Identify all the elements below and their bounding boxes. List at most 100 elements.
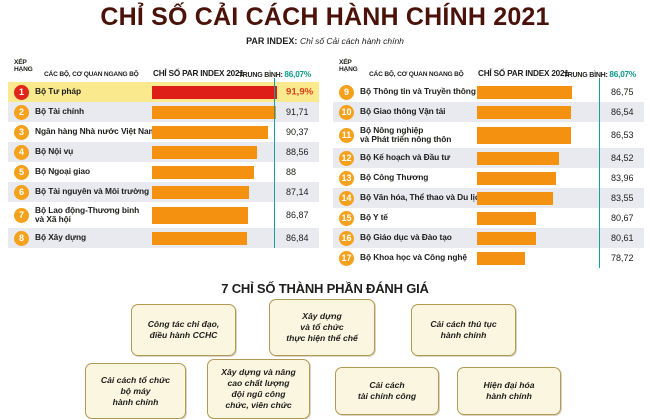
ranking-rows-right: 9 Bộ Thông tin và Truyền thông 86,75 10 Bộ G… xyxy=(333,82,644,268)
column-header-org: CÁC BỘ, CƠ QUAN NGANG BỘ xyxy=(44,71,139,78)
organization-name: Bộ Giáo dục và Đào tạo xyxy=(360,232,452,243)
value-bar xyxy=(152,185,250,199)
value-label: 88 xyxy=(286,167,297,177)
rank-badge: 2 xyxy=(14,104,29,120)
table-row[interactable]: 16 Bộ Giáo dục và Đào tạo 80,61 xyxy=(333,228,644,248)
organization-name: Bộ Nội vụ xyxy=(35,146,74,157)
table-row[interactable]: 1 Bộ Tư pháp 91,9% xyxy=(8,82,319,102)
ranking-panel-right: XẾP HẠNG CÁC BỘ, CƠ QUAN NGANG BỘ CHỈ SỐ… xyxy=(325,59,650,268)
bar-cell xyxy=(152,162,255,182)
column-header-index: CHỈ SỐ PAR INDEX 2021 xyxy=(153,69,244,78)
rank-badge: 10 xyxy=(339,104,354,120)
component-label: Cải cách tài chính công xyxy=(357,380,417,401)
value-bar xyxy=(152,206,248,224)
bar-cell xyxy=(477,188,554,208)
rank-badge: 1 xyxy=(14,84,29,100)
value-label: 88,56 xyxy=(286,147,309,157)
rank-badge: 9 xyxy=(339,84,354,100)
value-label: 83,55 xyxy=(611,193,634,203)
bar-cell xyxy=(477,82,572,102)
ranking-rows-left: 1 Bộ Tư pháp 91,9% 2 Bộ Tài chính 91,71 3 Ngân … xyxy=(8,82,319,248)
organization-name: Bộ Kế hoạch và Đầu tư xyxy=(360,152,451,163)
rank-line-1: XẾP xyxy=(14,59,27,66)
average-value: 86,07% xyxy=(609,70,636,79)
bar-cell xyxy=(152,228,248,248)
organization-name: Bộ Tài chính xyxy=(35,106,85,117)
component-label: Hiện đại hóa hành chính xyxy=(483,380,535,401)
rank-badge: 3 xyxy=(14,124,29,140)
component-box[interactable]: Cải cách tổ chức bộ máy hành chính xyxy=(85,363,186,419)
average-value: 86,07% xyxy=(284,70,311,79)
value-label: 86,87 xyxy=(286,210,309,220)
component-box[interactable]: Cải cách tài chính công xyxy=(335,367,439,415)
table-row[interactable]: 4 Bộ Nội vụ 88,56 xyxy=(8,142,319,162)
rank-badge: 16 xyxy=(339,230,354,246)
table-row[interactable]: 6 Bộ Tài nguyên và Môi trường 87,14 xyxy=(8,182,319,202)
bar-cell xyxy=(152,182,250,202)
component-label: Công tác chỉ đạo, điều hành CCHC xyxy=(147,319,220,340)
value-label: 80,67 xyxy=(611,213,634,223)
table-row[interactable]: 5 Bộ Ngoại giao 88 xyxy=(8,162,319,182)
page-subtitle: PAR INDEX: Chỉ số Cải cách hành chính xyxy=(0,36,650,46)
rank-badge: 13 xyxy=(339,170,354,186)
organization-name: Bộ Lao động-Thương binh và Xã hội xyxy=(35,204,140,224)
table-row[interactable]: 3 Ngân hàng Nhà nước Việt Nam 90,37 xyxy=(8,122,319,142)
subtitle-italic: Chỉ số Cải cách hành chính xyxy=(299,36,404,46)
value-label: 80,61 xyxy=(611,233,634,243)
value-bar xyxy=(152,231,248,245)
component-box[interactable]: Công tác chỉ đạo, điều hành CCHC xyxy=(131,304,236,356)
organization-name: Bộ Xây dựng xyxy=(35,232,87,243)
table-row[interactable]: 8 Bộ Xây dựng 86,84 xyxy=(8,228,319,248)
column-header-rank: XẾP HẠNG xyxy=(14,59,44,74)
organization-name: Bộ Tư pháp xyxy=(35,86,82,97)
component-label: Cải cách tổ chức bộ máy hành chính xyxy=(100,374,171,407)
rank-badge: 7 xyxy=(14,207,29,223)
rank-badge: 6 xyxy=(14,184,29,200)
table-row[interactable]: 17 Bộ Khoa học và Công nghệ 78,72 xyxy=(333,248,644,268)
table-row[interactable]: 9 Bộ Thông tin và Truyền thông 86,75 xyxy=(333,82,644,102)
value-bar xyxy=(477,171,556,185)
bar-cell xyxy=(477,102,571,122)
component-box[interactable]: Xây dựng và tổ chức thực hiện thể chế xyxy=(269,299,375,356)
table-row[interactable]: 10 Bộ Giao thông Vận tải 86,54 xyxy=(333,102,644,122)
table-row[interactable]: 15 Bộ Y tế 80,67 xyxy=(333,208,644,228)
table-row[interactable]: 14 Bộ Văn hóa, Thể thao và Du lịch 83,55 xyxy=(333,188,644,208)
organization-name: Bộ Công Thương xyxy=(360,172,429,183)
table-row[interactable]: 12 Bộ Kế hoạch và Đầu tư 84,52 xyxy=(333,148,644,168)
column-header-right: XẾP HẠNG CÁC BỘ, CƠ QUAN NGANG BỘ CHỈ SỐ… xyxy=(333,59,644,82)
organization-name: Bộ Văn hóa, Thể thao và Du lịch xyxy=(360,192,485,203)
value-bar xyxy=(477,191,554,205)
bar-cell xyxy=(477,122,571,148)
table-row[interactable]: 13 Bộ Công Thương 83,96 xyxy=(333,168,644,188)
bar-cell xyxy=(477,168,556,188)
table-row[interactable]: 11 Bộ Nông nghiệp và Phát triển nông thôn 8… xyxy=(333,122,644,148)
average-line-left xyxy=(274,78,276,248)
page-title: CHỈ SỐ CẢI CÁCH HÀNH CHÍNH 2021 xyxy=(100,3,550,31)
table-row[interactable]: 2 Bộ Tài chính 91,71 xyxy=(8,102,319,122)
ranking-panel-left: XẾP HẠNG CÁC BỘ, CƠ QUAN NGANG BỘ CHỈ SỐ… xyxy=(0,59,325,268)
rank-badge: 14 xyxy=(339,190,354,206)
component-label: Xây dựng và nâng cao chất lượng đội ngũ cô… xyxy=(221,367,296,410)
organization-name: Bộ Tài nguyên và Môi trường xyxy=(35,186,150,197)
column-header-index: CHỈ SỐ PAR INDEX 2021 xyxy=(478,69,569,78)
ranking-panels: XẾP HẠNG CÁC BỘ, CƠ QUAN NGANG BỘ CHỈ SỐ… xyxy=(0,59,650,268)
average-line-right xyxy=(599,78,601,268)
average-text: TRUNG BÌNH: xyxy=(238,72,283,79)
rank-line-2: HẠNG xyxy=(14,65,33,73)
rank-badge: 12 xyxy=(339,150,354,166)
value-label: 91,71 xyxy=(286,107,309,117)
rank-badge: 11 xyxy=(339,127,354,143)
value-bar xyxy=(477,211,537,225)
value-bar xyxy=(152,105,276,119)
rank-badge: 5 xyxy=(14,164,29,180)
average-label-left: TRUNG BÌNH: 86,07% xyxy=(238,70,312,79)
rank-badge: 17 xyxy=(339,250,354,266)
component-box[interactable]: Cải cách thủ tục hành chính xyxy=(411,304,516,356)
value-bar xyxy=(477,251,525,265)
value-label: 86,54 xyxy=(611,107,634,117)
average-label-right: TRUNG BÌNH: 86,07% xyxy=(564,70,637,79)
components-section: 7 CHỈ SỐ THÀNH PHẦN ĐÁNH GIÁ Công tác ch… xyxy=(0,281,650,419)
table-row[interactable]: 7 Bộ Lao động-Thương binh và Xã hội 86,87 xyxy=(8,202,319,228)
component-box[interactable]: Hiện đại hóa hành chính xyxy=(457,367,561,415)
component-box[interactable]: Xây dựng và nâng cao chất lượng đội ngũ cô… xyxy=(207,359,310,419)
